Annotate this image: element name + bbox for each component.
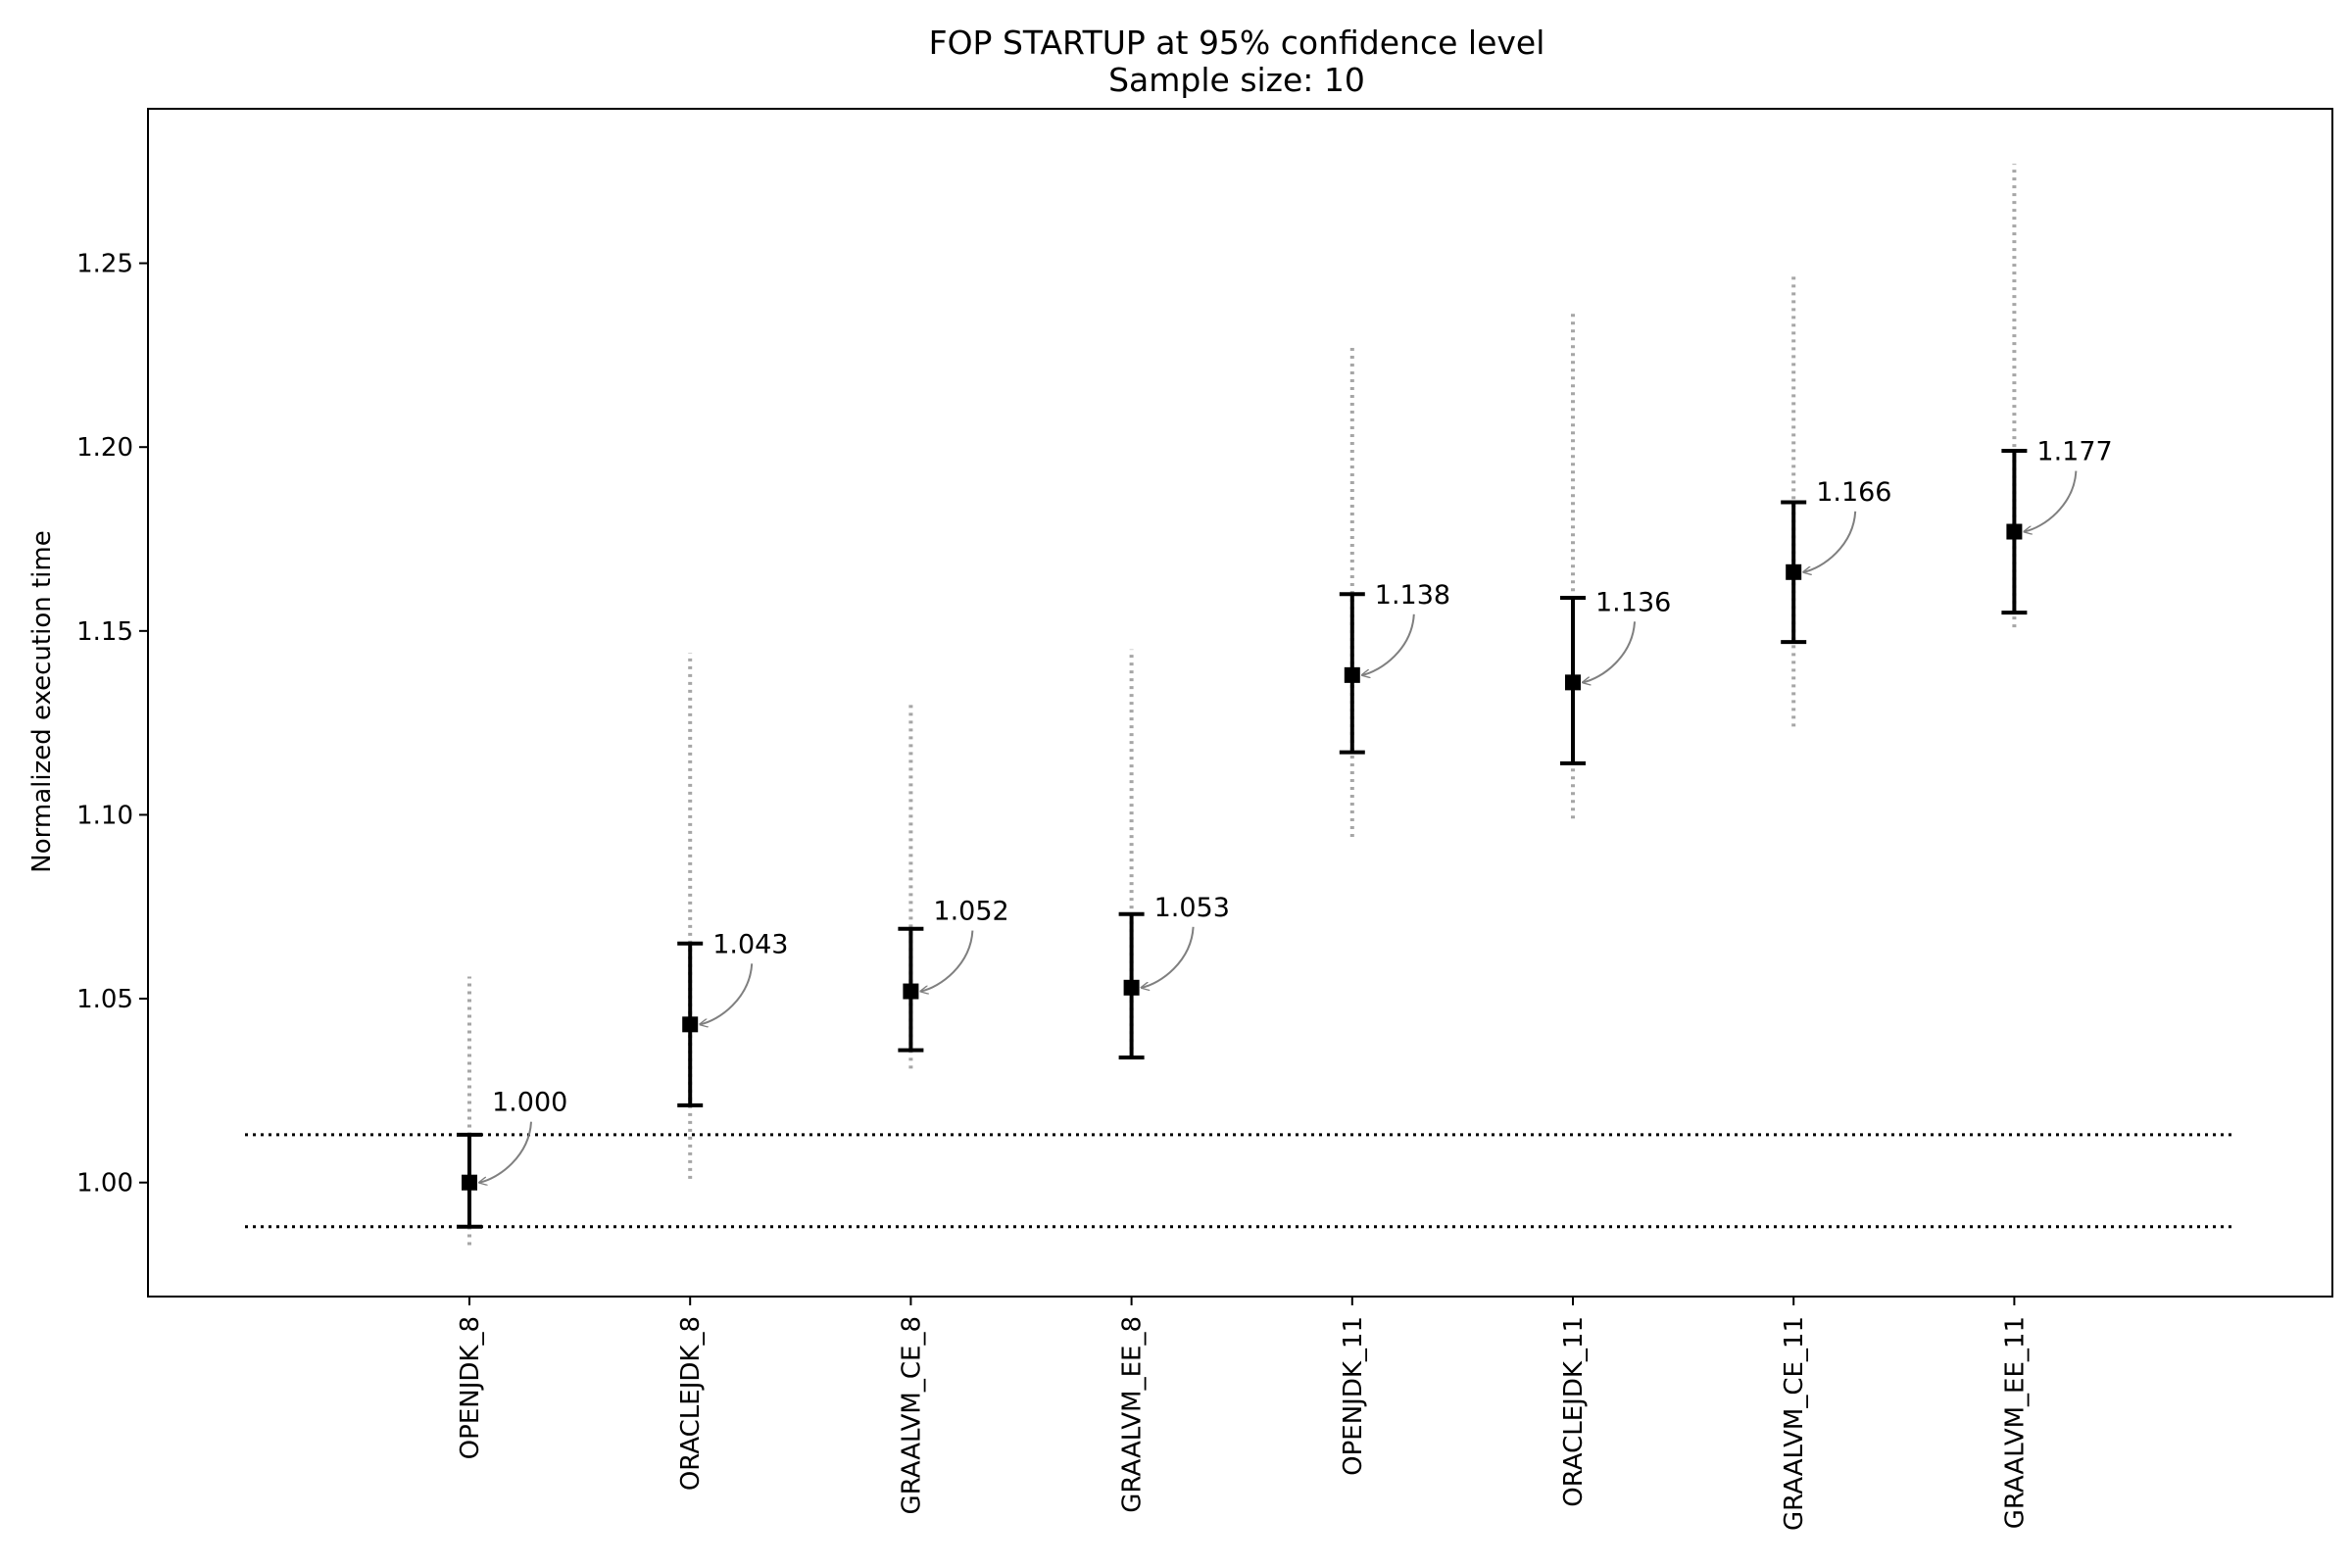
annotation-arrow	[479, 1121, 532, 1183]
x-tick-label: GRAALVM_CE_8	[897, 1316, 926, 1514]
y-tick-label: 1.10	[76, 801, 133, 830]
annotation-arrow	[1583, 621, 1636, 682]
data-label: 1.043	[712, 929, 788, 959]
data-point	[462, 1174, 477, 1191]
data-point	[1786, 564, 1802, 580]
annotation-arrow	[1142, 926, 1195, 988]
y-tick-label: 1.25	[76, 250, 133, 279]
data-label: 1.177	[2036, 437, 2112, 467]
x-tick-label: OPENJDK_11	[1339, 1316, 1368, 1476]
y-tick-label: 1.20	[76, 433, 133, 463]
x-tick-label: ORACLEJDK_11	[1559, 1316, 1589, 1507]
data-point	[2006, 523, 2023, 540]
x-tick-label: ORACLEJDK_8	[676, 1316, 706, 1491]
y-tick-label: 1.05	[76, 985, 133, 1014]
annotation-arrow	[1803, 511, 1857, 572]
x-tick-label: GRAALVM_CE_11	[1780, 1316, 1809, 1531]
annotation-arrow	[1362, 613, 1415, 675]
data-point	[1123, 979, 1140, 996]
annotation-arrow	[920, 930, 974, 992]
x-tick-label: GRAALVM_EE_8	[1118, 1316, 1148, 1513]
x-tick-label: GRAALVM_EE_11	[2000, 1316, 2030, 1529]
annotation-arrow	[700, 963, 754, 1024]
y-axis-label: Normalized execution time	[27, 530, 57, 872]
data-label: 1.053	[1154, 893, 1230, 923]
chart-title: FOP STARTUP at 95% confidence level	[929, 24, 1545, 62]
data-point	[1344, 666, 1360, 683]
data-point	[903, 983, 919, 1000]
data-label: 1.166	[1816, 477, 1891, 508]
data-label: 1.136	[1595, 587, 1671, 617]
annotation-arrow	[2024, 470, 2078, 532]
x-tick-label: OPENJDK_8	[456, 1316, 485, 1459]
data-label: 1.052	[933, 897, 1008, 927]
plot-frame	[147, 108, 2333, 1298]
chart-subtitle: Sample size: 10	[1108, 61, 1365, 99]
y-tick-label: 1.00	[76, 1169, 133, 1199]
plot-layer: 1.00 1.05 1.10 1.15 1.20 1.25 OPENJDK_8 1.000 OR…	[76, 164, 2232, 1531]
data-label: 1.000	[492, 1088, 567, 1118]
data-point	[1565, 674, 1581, 691]
y-tick-label: 1.15	[76, 617, 133, 647]
data-label: 1.138	[1375, 580, 1450, 611]
data-point	[682, 1016, 699, 1033]
